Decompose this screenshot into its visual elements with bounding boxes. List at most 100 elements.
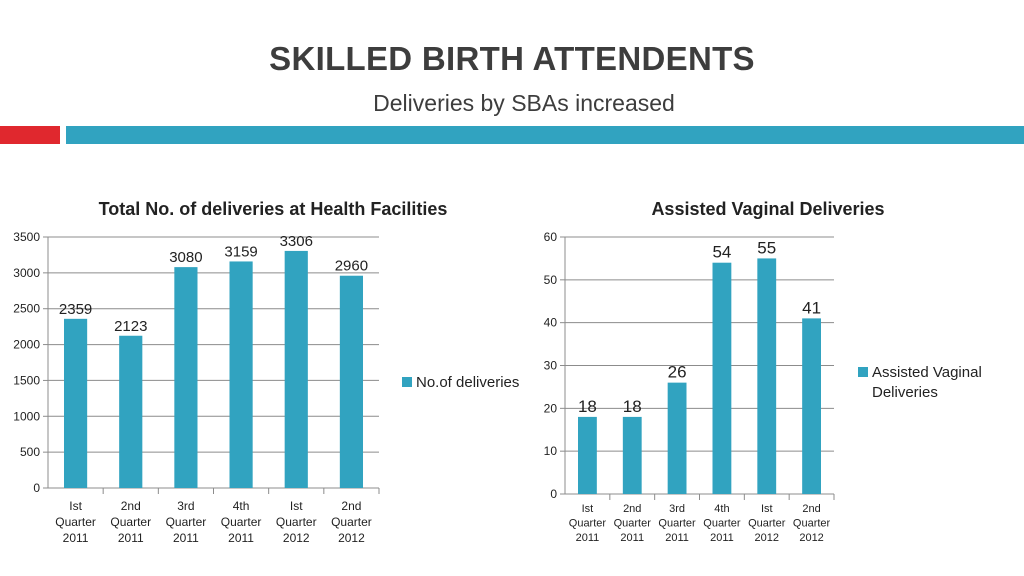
- legend-label: Assisted Vaginal Deliveries: [872, 364, 982, 401]
- y-tick-label: 30: [544, 359, 558, 373]
- x-tick-label-line: 3rd: [177, 499, 194, 513]
- legend-label-line: Assisted Vaginal: [872, 364, 982, 381]
- x-tick-label-line: 2011: [118, 531, 144, 545]
- bar: [119, 335, 143, 488]
- chart-title: Total No. of deliveries at Health Facili…: [99, 199, 448, 219]
- x-tick-label-line: Quarter: [331, 515, 372, 529]
- x-tick-label-line: 2011: [620, 532, 644, 544]
- accent-bar-red: [0, 126, 60, 144]
- slide-subtitle: Deliveries by SBAs increased: [373, 90, 675, 116]
- x-tick-label-line: 2012: [283, 531, 310, 545]
- x-tick-label-line: Quarter: [276, 515, 317, 529]
- bar: [229, 261, 253, 488]
- x-tick-label-line: Quarter: [569, 518, 607, 530]
- y-tick-label: 40: [544, 316, 558, 330]
- data-label: 2960: [335, 258, 368, 275]
- accent-bar: [0, 126, 1024, 144]
- x-tick-label-line: Quarter: [614, 518, 652, 530]
- y-tick-label: 10: [544, 444, 558, 458]
- x-tick-label-line: 2011: [228, 531, 254, 545]
- x-tick-label-line: 3rd: [669, 503, 685, 515]
- x-tick-label: 2nd Quarter 2012: [793, 503, 831, 544]
- bar: [622, 416, 642, 494]
- x-tick-label-line: Ist: [290, 499, 303, 513]
- data-label: 55: [757, 238, 776, 257]
- x-tick-label-line: Ist: [761, 503, 773, 515]
- legend-label: No.of deliveries: [416, 374, 519, 391]
- x-tick-label-line: Quarter: [110, 515, 151, 529]
- x-tick-label-line: Quarter: [55, 515, 96, 529]
- data-label: 54: [712, 243, 731, 262]
- y-tick-label: 0: [550, 487, 557, 501]
- x-tick-label-line: 4th: [233, 499, 250, 513]
- x-tick-label-line: 2011: [63, 531, 89, 545]
- data-label: 41: [802, 298, 821, 317]
- y-tick-label: 3500: [13, 230, 40, 244]
- data-label: 2359: [59, 301, 92, 318]
- x-tick-label-line: 2012: [755, 532, 779, 544]
- x-tick-label-line: 2nd: [341, 499, 361, 513]
- x-tick-label-line: 4th: [714, 503, 729, 515]
- x-tick-label-line: 2012: [338, 531, 365, 545]
- legend-label-line: Deliveries: [872, 384, 938, 401]
- x-tick-label-line: 2011: [173, 531, 199, 545]
- x-tick-label: 3rd Quarter 2011: [166, 499, 207, 545]
- y-tick-label: 2500: [13, 302, 40, 316]
- y-tick-label: 3000: [13, 266, 40, 280]
- data-label: 18: [623, 397, 642, 416]
- x-tick-label-line: 2nd: [802, 503, 820, 515]
- y-tick-label: 20: [544, 401, 558, 415]
- slide-title: SKILLED BIRTH ATTENDENTS: [269, 40, 755, 77]
- bar: [802, 318, 821, 494]
- y-tick-label: 2000: [13, 338, 40, 352]
- x-tick-label-line: Quarter: [658, 518, 696, 530]
- x-tick-label: 4th Quarter 2011: [703, 503, 741, 544]
- x-tick-label-line: Quarter: [703, 518, 741, 530]
- x-tick-label-line: 2011: [710, 532, 734, 544]
- x-tick-label: 2nd Quarter 2012: [331, 499, 372, 545]
- data-label: 2123: [114, 318, 147, 335]
- x-tick-label: Ist Quarter 2011: [569, 503, 607, 544]
- data-label: 18: [578, 397, 597, 416]
- x-tick-label: Ist Quarter 2012: [748, 503, 786, 544]
- bar: [578, 416, 597, 494]
- chart-title: Assisted Vaginal Deliveries: [651, 199, 884, 219]
- y-tick-label: 50: [544, 273, 558, 287]
- y-tick-label: 500: [20, 445, 40, 459]
- x-tick-label: 3rd Quarter 2011: [658, 503, 696, 544]
- bar: [757, 258, 777, 494]
- x-tick-label-line: Quarter: [748, 518, 786, 530]
- x-tick-label-line: Quarter: [793, 518, 831, 530]
- bar: [174, 267, 198, 488]
- accent-bar-blue: [66, 126, 1024, 144]
- bar: [712, 262, 732, 494]
- bar: [284, 250, 308, 488]
- x-tick-label-line: Quarter: [166, 515, 207, 529]
- x-tick-label: Ist Quarter 2011: [55, 499, 96, 545]
- data-label: 3080: [169, 249, 202, 266]
- x-tick-label-line: Quarter: [221, 515, 262, 529]
- y-tick-label: 60: [544, 230, 558, 244]
- x-tick-label-line: 2011: [665, 532, 689, 544]
- x-tick-label: 2nd Quarter 2011: [110, 499, 151, 545]
- x-tick-label-line: 2nd: [121, 499, 141, 513]
- x-tick-label-line: 2012: [799, 532, 823, 544]
- y-tick-label: 0: [33, 481, 40, 495]
- x-tick-label-line: Ist: [69, 499, 82, 513]
- x-tick-label: Ist Quarter 2012: [276, 499, 317, 545]
- bar: [63, 318, 88, 488]
- bar: [667, 382, 687, 494]
- data-label: 26: [668, 363, 687, 382]
- data-label: 3159: [224, 243, 257, 260]
- x-tick-label-line: 2nd: [623, 503, 641, 515]
- x-tick-label: 2nd Quarter 2011: [614, 503, 652, 544]
- data-label: 3306: [280, 233, 313, 250]
- y-tick-label: 1500: [13, 373, 40, 387]
- x-tick-label-line: Ist: [582, 503, 594, 515]
- y-tick-label: 1000: [13, 409, 40, 423]
- x-tick-label: 4th Quarter 2011: [221, 499, 262, 545]
- legend-swatch: [858, 367, 868, 377]
- bar: [339, 275, 364, 488]
